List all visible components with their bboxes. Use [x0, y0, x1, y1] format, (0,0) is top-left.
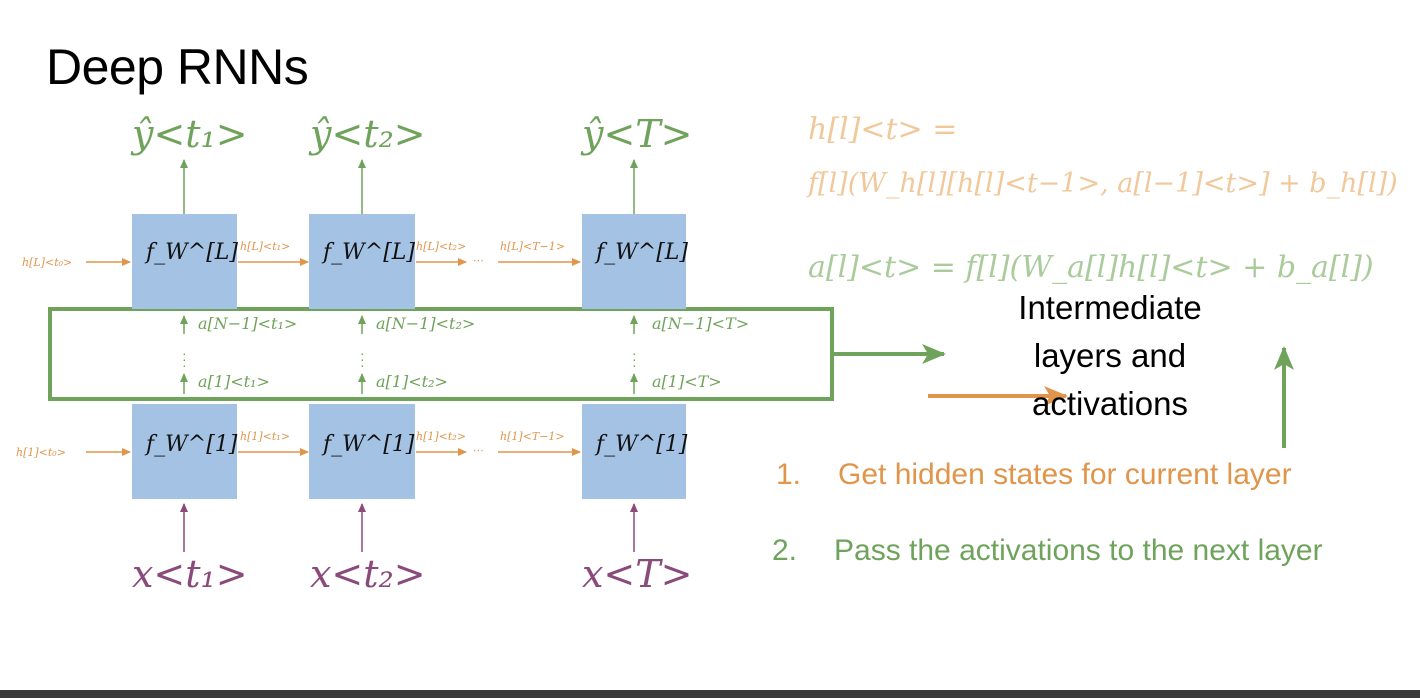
- upper-activation-2: a[N−1]<t₂>: [376, 314, 476, 333]
- vertical-dots-2: · · ·: [360, 345, 365, 373]
- bottom-layer-cell-1: [132, 404, 237, 499]
- bottom-cell-label-2: f_W^[1]: [323, 432, 415, 457]
- intermediate-line-3: activations: [1032, 385, 1188, 422]
- step-2: 2. Pass the activations to the next layer: [772, 534, 1323, 568]
- bottom-ellipsis: ⋯: [472, 444, 483, 457]
- output-label-3: ŷ<T>: [582, 112, 693, 156]
- input-label-2: x<t₂>: [310, 552, 426, 596]
- bottom-layer-cell-3: [582, 404, 686, 499]
- input-label-1: x<t₁>: [132, 552, 248, 596]
- intermediate-line-1: Intermediate: [1018, 289, 1202, 326]
- upper-activation-1: a[N−1]<t₁>: [198, 314, 298, 333]
- top-ellipsis: ⋯: [472, 254, 483, 267]
- top-cell-label-3: f_W^[L]: [596, 240, 688, 265]
- output-label-2: ŷ<t₂>: [310, 112, 426, 156]
- lower-activation-2: a[1]<t₂>: [376, 372, 448, 391]
- vertical-dots-3: · · ·: [632, 345, 637, 373]
- top-hidden-label-1: h[L]<t₁>: [240, 240, 291, 253]
- top-hidden-label-0: h[L]<t₀>: [22, 256, 73, 269]
- top-hidden-label-2: h[L]<t₂>: [416, 240, 467, 253]
- bottom-bar: [0, 690, 1420, 698]
- step-1: 1. Get hidden states for current layer: [776, 458, 1292, 492]
- slide-title: Deep RNNs: [46, 39, 309, 95]
- top-hidden-label-3: h[L]<T−1>: [500, 240, 565, 253]
- step-2-text: Pass the activations to the next layer: [834, 534, 1323, 567]
- input-label-3: x<T>: [582, 552, 693, 596]
- top-layer-cell-3: [582, 214, 686, 309]
- activation-equation: a[l]<t> = f[l](W_a[l]h[l]<t> + b_a[l]): [808, 250, 1374, 285]
- top-layer-cell-1: [132, 214, 237, 309]
- bottom-hidden-label-0: h[1]<t₀>: [16, 446, 66, 459]
- hidden-equation-line1: h[l]<t> =: [808, 112, 958, 147]
- bottom-cell-label-1: f_W^[1]: [146, 432, 238, 457]
- bottom-hidden-label-2: h[1]<t₂>: [416, 430, 466, 443]
- intermediate-frame: [48, 307, 834, 401]
- output-label-1: ŷ<t₁>: [132, 112, 248, 156]
- hidden-equation-line2: f[l](W_h[l][h[l]<t−1>, a[l−1]<t>] + b_h[…: [808, 168, 1398, 199]
- bottom-hidden-label-1: h[1]<t₁>: [240, 430, 290, 443]
- bottom-cell-label-3: f_W^[1]: [596, 432, 688, 457]
- intermediate-label: Intermediate layers and activations: [990, 284, 1230, 428]
- top-layer-cell-2: [309, 214, 415, 309]
- step-2-number: 2.: [772, 534, 798, 567]
- lower-activation-3: a[1]<T>: [652, 372, 722, 391]
- top-cell-label-1: f_W^[L]: [146, 240, 238, 265]
- intermediate-line-2: layers and: [1033, 337, 1187, 374]
- vertical-dots-1: · · ·: [182, 345, 187, 373]
- lower-activation-1: a[1]<t₁>: [198, 372, 270, 391]
- bottom-layer-cell-2: [309, 404, 415, 499]
- top-cell-label-2: f_W^[L]: [323, 240, 415, 265]
- step-1-number: 1.: [776, 458, 802, 491]
- bottom-hidden-label-3: h[1]<T−1>: [500, 430, 565, 443]
- upper-activation-3: a[N−1]<T>: [652, 314, 750, 333]
- step-1-text: Get hidden states for current layer: [838, 458, 1292, 491]
